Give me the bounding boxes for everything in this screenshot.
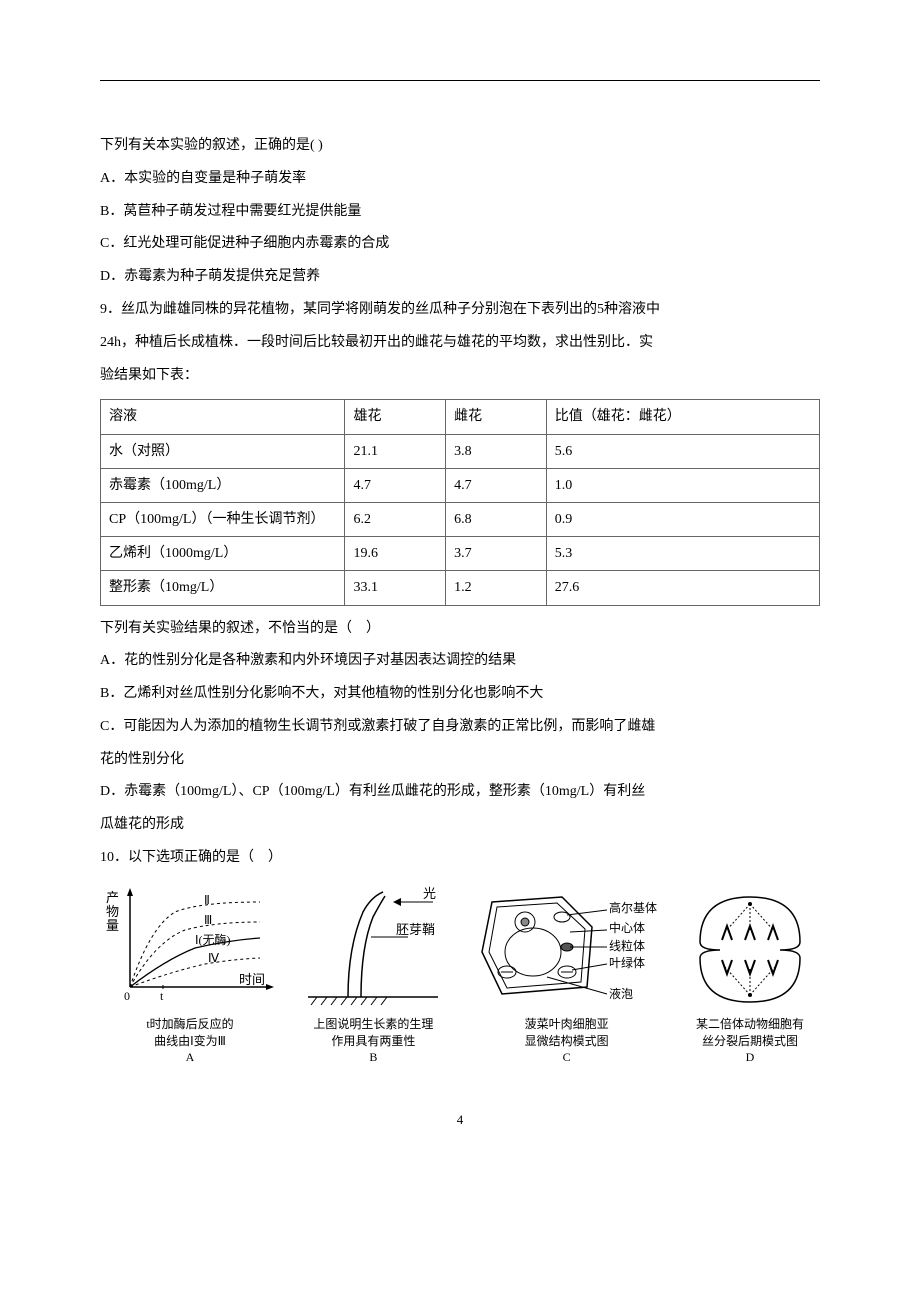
q9-stem-line1: 9．丝瓜为雌雄同株的异花植物，某同学将刚萌发的丝瓜种子分别泡在下表列出的5种溶液… — [100, 295, 820, 326]
table-cell: 21.1 — [345, 434, 446, 468]
figure-a-caption1: t时加酶后反应的 — [146, 1016, 233, 1033]
q8-option-d: D．赤霉素为种子萌发提供充足营养 — [100, 262, 820, 293]
table-row: 水（对照） 21.1 3.8 5.6 — [101, 434, 820, 468]
figure-d: 某二倍体动物细胞有 丝分裂后期模式图 D — [680, 882, 820, 1066]
figure-d-label: D — [746, 1049, 755, 1066]
figure-c-label: C — [563, 1049, 571, 1066]
figure-a-label: A — [186, 1049, 195, 1066]
label-vacuole: 液泡 — [609, 986, 633, 1001]
table-row: CP（100mg/L）（一种生长调节剂） 6.2 6.8 0.9 — [101, 502, 820, 536]
table-cell: 整形素（10mg/L） — [101, 571, 345, 605]
label-centrosome: 中心体 — [609, 920, 645, 935]
q9-after: 下列有关实验结果的叙述，不恰当的是（ ） — [100, 614, 820, 645]
table-cell: 4.7 — [446, 468, 547, 502]
q9-table: 溶液 雄花 雌花 比值（雄花：雌花） 水（对照） 21.1 3.8 5.6 赤霉… — [100, 399, 820, 605]
table-cell: 4.7 — [345, 468, 446, 502]
q9-option-c-line2: 花的性别分化 — [100, 745, 820, 776]
t-label: t — [160, 989, 164, 1003]
q8-option-b: B．莴苣种子萌发过程中需要红光提供能量 — [100, 197, 820, 228]
figure-b: 光 胚芽鞘 上图说明生长素的生理 作用具有两重性 B — [293, 882, 453, 1066]
curve-label-2: Ⅱ — [204, 893, 210, 907]
q9-option-d-line1: D．赤霉素（100mg/L）、CP（100mg/L）有利丝瓜雌花的形成，整形素（… — [100, 777, 820, 808]
label-golgi: 高尔基体 — [609, 900, 657, 915]
page-top-rule — [100, 80, 820, 81]
figure-a-caption2: 曲线由Ⅰ变为Ⅲ — [154, 1033, 226, 1050]
table-header-cell: 溶液 — [101, 400, 345, 434]
table-header-cell: 比值（雄花：雌花） — [546, 400, 819, 434]
table-cell: 0.9 — [546, 502, 819, 536]
table-cell: 赤霉素（100mg/L） — [101, 468, 345, 502]
figure-b-caption1: 上图说明生长素的生理 — [313, 1016, 433, 1033]
q9-stem-line3: 验结果如下表： — [100, 361, 820, 392]
table-cell: 1.0 — [546, 468, 819, 502]
page-number: 4 — [100, 1106, 820, 1135]
figure-a: 产 物 量 时间 0 t Ⅱ Ⅲ Ⅰ(无酶) Ⅳ t时加酶后反应的 曲线由Ⅰ变为… — [100, 882, 280, 1066]
curve-label-3: Ⅲ — [204, 913, 212, 927]
ylabel-char2: 物 — [106, 904, 119, 919]
coleoptile-label: 胚芽鞘 — [396, 922, 435, 937]
label-mitochondria: 线粒体 — [609, 938, 645, 953]
table-cell: 乙烯利（1000mg/L） — [101, 537, 345, 571]
figure-c-svg: 高尔基体 中心体 线粒体 叶绿体 液泡 — [467, 882, 667, 1012]
q9-option-c-line1: C．可能因为人为添加的植物生长调节剂或激素打破了自身激素的正常比例，而影响了雌雄 — [100, 712, 820, 743]
table-cell: 27.6 — [546, 571, 819, 605]
table-header-cell: 雄花 — [345, 400, 446, 434]
q8-option-c: C．红光处理可能促进种子细胞内赤霉素的合成 — [100, 229, 820, 260]
figure-d-caption1: 某二倍体动物细胞有 — [696, 1016, 804, 1033]
q10-figures: 产 物 量 时间 0 t Ⅱ Ⅲ Ⅰ(无酶) Ⅳ t时加酶后反应的 曲线由Ⅰ变为… — [100, 882, 820, 1066]
table-cell: 33.1 — [345, 571, 446, 605]
figure-a-svg: 产 物 量 时间 0 t Ⅱ Ⅲ Ⅰ(无酶) Ⅳ — [100, 882, 280, 1012]
table-cell: 5.3 — [546, 537, 819, 571]
table-cell: 3.7 — [446, 537, 547, 571]
table-cell: CP（100mg/L）（一种生长调节剂） — [101, 502, 345, 536]
q8-option-a: A．本实验的自变量是种子萌发率 — [100, 164, 820, 195]
figure-c-caption1: 菠菜叶肉细胞亚 — [525, 1016, 609, 1033]
figure-d-caption2: 丝分裂后期模式图 — [702, 1033, 798, 1050]
table-cell: 19.6 — [345, 537, 446, 571]
q9-stem-line2: 24h，种植后长成植株．一段时间后比较最初开出的雌花与雄花的平均数，求出性别比．… — [100, 328, 820, 359]
q8-lead: 下列有关本实验的叙述，正确的是( ) — [100, 131, 820, 162]
table-cell: 3.8 — [446, 434, 547, 468]
table-cell: 6.2 — [345, 502, 446, 536]
xlabel: 时间 — [239, 972, 265, 987]
q10-stem: 10．以下选项正确的是（ ） — [100, 843, 820, 874]
table-row: 赤霉素（100mg/L） 4.7 4.7 1.0 — [101, 468, 820, 502]
ylabel-char3: 量 — [106, 918, 119, 933]
q9-option-d-line2: 瓜雄花的形成 — [100, 810, 820, 841]
table-row: 整形素（10mg/L） 33.1 1.2 27.6 — [101, 571, 820, 605]
table-header-cell: 雌花 — [446, 400, 547, 434]
origin-label: 0 — [124, 989, 130, 1003]
table-cell: 1.2 — [446, 571, 547, 605]
figure-b-label: B — [369, 1049, 377, 1066]
figure-b-caption2: 作用具有两重性 — [331, 1033, 415, 1050]
q9-option-b: B．乙烯利对丝瓜性别分化影响不大，对其他植物的性别分化也影响不大 — [100, 679, 820, 710]
figure-d-svg — [680, 882, 820, 1012]
table-cell: 水（对照） — [101, 434, 345, 468]
curve-label-4: Ⅳ — [208, 951, 219, 965]
table-header-row: 溶液 雄花 雌花 比值（雄花：雌花） — [101, 400, 820, 434]
figure-c: 高尔基体 中心体 线粒体 叶绿体 液泡 菠菜叶肉细胞亚 显微结构模式图 C — [467, 882, 667, 1066]
table-cell: 6.8 — [446, 502, 547, 536]
table-row: 乙烯利（1000mg/L） 19.6 3.7 5.3 — [101, 537, 820, 571]
ylabel-char1: 产 — [106, 890, 119, 905]
label-chloroplast: 叶绿体 — [609, 955, 645, 970]
light-label: 光 — [423, 886, 436, 901]
table-cell: 5.6 — [546, 434, 819, 468]
figure-b-svg: 光 胚芽鞘 — [293, 882, 453, 1012]
figure-c-caption2: 显微结构模式图 — [525, 1033, 609, 1050]
curve-label-1: Ⅰ(无酶) — [195, 932, 231, 947]
q9-option-a: A．花的性别分化是各种激素和内外环境因子对基因表达调控的结果 — [100, 646, 820, 677]
